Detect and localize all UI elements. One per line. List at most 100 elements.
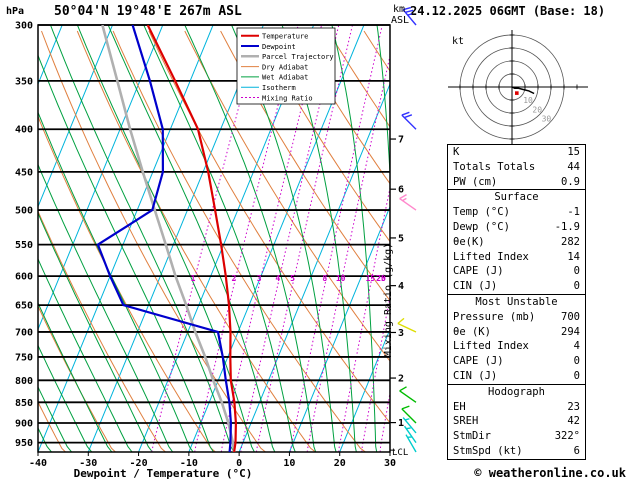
index-value: 294 [561, 325, 580, 338]
svg-text:2: 2 [231, 274, 236, 283]
index-row: CIN (J) 0 [448, 279, 585, 294]
index-value: 0 [573, 369, 580, 382]
station-title: 50°04'N 19°48'E 267m ASL [54, 4, 242, 19]
sounding-profiles [96, 25, 238, 452]
index-label: CIN (J) [453, 280, 498, 293]
legend-label: Dry Adiabat [262, 63, 308, 71]
axis-tick-labels: 3003504004505005506006507007508008509009… [15, 21, 396, 470]
index-label: StmDir [453, 430, 491, 443]
svg-text:850: 850 [15, 398, 33, 409]
index-row: StmSpd (kt) 6 [448, 444, 585, 459]
svg-text:950: 950 [15, 438, 33, 449]
lcl-label: LCL [392, 448, 408, 458]
index-label: EH [453, 400, 466, 413]
svg-text:-40: -40 [29, 458, 47, 469]
index-label: θe (K) [453, 325, 491, 338]
svg-text:700: 700 [15, 327, 33, 338]
pressure-unit-label: hPa [6, 6, 24, 17]
index-row: EH 23 [448, 400, 585, 415]
index-row: CAPE (J) 0 [448, 354, 585, 369]
svg-text:900: 900 [15, 419, 33, 430]
legend-label: Mixing Ratio [262, 94, 313, 102]
index-row: CIN (J) 0 [448, 369, 585, 384]
index-row: θe (K) 294 [448, 325, 585, 340]
svg-text:20: 20 [334, 458, 346, 469]
index-label: CAPE (J) [453, 265, 504, 278]
svg-text:10: 10 [283, 458, 295, 469]
mixing-ratio-value-labels: 1 2 3 4 5 8 10 15 2025 [191, 274, 386, 283]
index-value: 282 [561, 235, 580, 248]
svg-text:7: 7 [398, 135, 404, 146]
svg-text:3: 3 [257, 274, 262, 283]
index-row: SREH 42 [448, 414, 585, 429]
legend: Temperature Dewpoint Parcel Trajectory Dry … [236, 27, 336, 105]
table-section-title: Hodograph [488, 385, 545, 398]
svg-text:800: 800 [15, 376, 33, 387]
svg-text:0: 0 [236, 458, 242, 469]
legend-label: Dewpoint [262, 43, 296, 51]
svg-text:10: 10 [336, 274, 346, 283]
svg-text:400: 400 [15, 125, 33, 136]
asl-unit-label: ASL [391, 15, 409, 26]
svg-text:20: 20 [532, 105, 542, 114]
index-label: Temp (°C) [453, 206, 510, 219]
parcel-trajectory-curve [101, 25, 236, 452]
index-value: 700 [561, 310, 580, 323]
table-section-title: Most Unstable [475, 295, 558, 308]
svg-text:-10: -10 [180, 458, 198, 469]
svg-text:500: 500 [15, 206, 33, 217]
svg-text:6: 6 [398, 185, 404, 196]
svg-text:5: 5 [290, 274, 295, 283]
index-label: PW (cm) [453, 175, 498, 188]
index-value: 44 [567, 160, 580, 173]
index-label: Dewp (°C) [453, 220, 510, 233]
index-label: Pressure (mb) [453, 310, 536, 323]
wind-barb [402, 417, 417, 434]
hodograph-unit-label: kt [452, 36, 464, 47]
wind-barb [399, 193, 417, 211]
index-row: CAPE (J) 0 [448, 264, 585, 279]
index-value: 14 [567, 250, 580, 263]
index-label: CAPE (J) [453, 355, 504, 368]
datetime: 24.12.2025 06GMT (Base: 18) [410, 4, 606, 18]
svg-text:650: 650 [15, 301, 33, 312]
wind-barbs [397, 6, 417, 453]
svg-text:30: 30 [542, 115, 552, 124]
wind-barb [401, 405, 417, 424]
index-row: Totals Totals 44 [448, 160, 585, 175]
indices-table: K 15 Totals Totals 44 PW (cm) 0.9 Surface Temp … [447, 144, 586, 460]
index-value: 15 [567, 146, 580, 158]
index-row: Lifted Index 14 [448, 250, 585, 265]
table-section: Most Unstable Pressure (mb) 700 θe (K) 294 Li… [448, 293, 585, 384]
table-section: Surface Temp (°C) -1 Dewp (°C) -1.9 θe(K) 282 L… [448, 189, 585, 294]
temperature-curve [146, 25, 238, 452]
index-value: 0 [573, 355, 580, 368]
index-label: K [453, 146, 460, 158]
index-value: 42 [567, 415, 580, 428]
legend-label: Isotherm [262, 84, 296, 92]
hodograph-trace [511, 86, 535, 95]
mixing-ratio-axis-label: Mixing Ratio (g/kg) [383, 243, 394, 357]
svg-text:15: 15 [366, 274, 376, 283]
index-value: 0 [573, 265, 580, 278]
svg-text:25: 25 [376, 274, 386, 283]
table-section-title: Surface [494, 191, 539, 204]
svg-text:5: 5 [398, 233, 404, 244]
svg-text:350: 350 [15, 76, 33, 87]
svg-text:-20: -20 [130, 458, 148, 469]
skewt-background [38, 25, 390, 452]
index-label: Lifted Index [453, 340, 529, 353]
index-value: -1 [567, 206, 580, 219]
index-value: 0 [573, 280, 580, 293]
svg-text:2: 2 [398, 374, 404, 385]
svg-text:600: 600 [15, 272, 33, 283]
svg-text:300: 300 [15, 21, 33, 32]
dewpoint-curve [96, 25, 233, 452]
svg-text:20: 20 [376, 274, 386, 283]
table-section: Hodograph EH 23 SREH 42 StmDir 322° StmSpd (kt)… [448, 383, 585, 459]
wind-barb [397, 317, 417, 333]
index-label: SREH [453, 415, 479, 428]
svg-text:10: 10 [523, 96, 533, 105]
wind-barb [403, 425, 417, 443]
